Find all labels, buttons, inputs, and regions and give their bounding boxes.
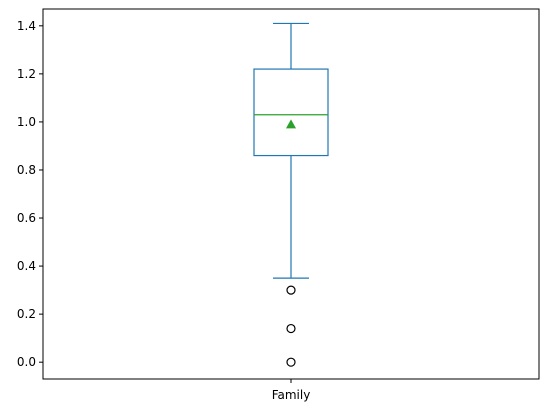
y-tick-label: 0.0 xyxy=(17,355,36,369)
x-tick-label: Family xyxy=(272,388,311,402)
x-axis: Family xyxy=(272,379,311,402)
y-tick-label: 0.6 xyxy=(17,211,36,225)
iqr-box xyxy=(254,69,328,155)
y-axis: 0.0 0.2 0.4 0.6 0.8 1.0 1.2 1.4 xyxy=(17,19,43,369)
outlier-point xyxy=(287,325,295,333)
y-tick-label: 0.4 xyxy=(17,259,36,273)
y-tick-label: 1.0 xyxy=(17,115,36,129)
outlier-point xyxy=(287,358,295,366)
box-plot xyxy=(254,23,328,366)
mean-marker xyxy=(286,119,296,128)
y-tick-label: 1.4 xyxy=(17,19,36,33)
y-tick-label: 1.2 xyxy=(17,67,36,81)
y-tick-label: 0.8 xyxy=(17,163,36,177)
outlier-point xyxy=(287,286,295,294)
y-tick-label: 0.2 xyxy=(17,307,36,321)
